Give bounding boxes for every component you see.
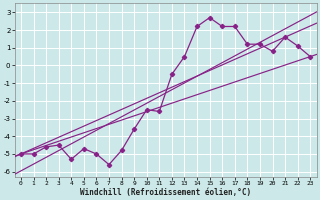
X-axis label: Windchill (Refroidissement éolien,°C): Windchill (Refroidissement éolien,°C) — [80, 188, 251, 197]
